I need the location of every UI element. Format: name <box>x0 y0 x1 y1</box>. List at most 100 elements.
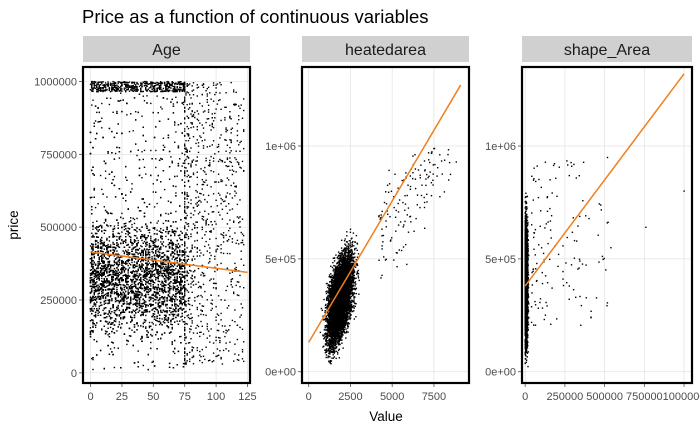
scatter-point <box>155 249 157 252</box>
scatter-point <box>157 270 159 272</box>
scatter-point <box>113 320 116 322</box>
scatter-point <box>138 247 141 250</box>
scatter-point <box>112 249 114 251</box>
scatter-point <box>96 308 98 310</box>
scatter-point <box>165 270 167 272</box>
scatter-point <box>125 273 127 276</box>
scatter-point <box>96 271 98 274</box>
scatter-point <box>182 275 185 277</box>
scatter-point <box>107 302 109 305</box>
scatter-point <box>108 336 111 338</box>
scatter-point <box>146 334 148 336</box>
scatter-point <box>168 292 171 294</box>
scatter-point <box>151 250 153 253</box>
scatter-point <box>170 272 172 274</box>
scatter-point <box>147 331 149 334</box>
scatter-point <box>182 250 185 252</box>
scatter-point <box>157 273 159 275</box>
scatter-point <box>141 283 143 285</box>
scatter-point <box>135 270 137 272</box>
scatter-point <box>97 261 99 263</box>
scatter-point <box>132 243 134 245</box>
scatter-point <box>133 218 136 221</box>
scatter-point <box>150 305 152 307</box>
scatter-point <box>166 267 168 270</box>
scatter-point <box>147 249 149 251</box>
scatter-point <box>126 301 128 303</box>
scatter-point <box>108 260 111 263</box>
scatter-point <box>116 250 118 252</box>
scatter-point <box>122 268 124 271</box>
scatter-point <box>160 337 162 340</box>
scatter-point <box>170 285 172 288</box>
scatter-point <box>118 258 121 261</box>
scatter-point <box>146 266 148 268</box>
scatter-point <box>142 250 144 252</box>
scatter-point <box>98 311 100 313</box>
scatter-point <box>89 333 92 336</box>
scatter-point <box>91 319 93 321</box>
scatter-point <box>98 297 100 300</box>
scatter-point <box>158 317 161 320</box>
scatter-point <box>121 311 123 313</box>
scatter-point <box>165 275 167 278</box>
scatter-point <box>179 282 181 284</box>
scatter-point <box>163 274 166 276</box>
scatter-point <box>104 286 107 288</box>
scatter-point <box>91 297 93 300</box>
scatter-point <box>181 250 183 252</box>
scatter-point <box>122 310 124 312</box>
scatter-point <box>138 310 141 312</box>
scatter-point <box>114 269 117 272</box>
scatter-point <box>143 270 146 273</box>
scatter-point <box>145 259 147 262</box>
scatter-point <box>147 270 149 273</box>
scatter-point <box>175 185 177 188</box>
scatter-point <box>131 248 133 250</box>
scatter-point <box>101 272 103 274</box>
scatter-point <box>111 171 113 173</box>
scatter-point <box>151 248 153 251</box>
scatter-point <box>146 262 148 264</box>
scatter-point <box>160 235 162 237</box>
scatter-point <box>133 241 136 243</box>
scatter-point <box>161 275 163 277</box>
scatter-point <box>166 311 168 314</box>
scatter-point <box>132 217 134 220</box>
scatter-point <box>89 196 92 199</box>
scatter-point <box>108 281 111 284</box>
scatter-point <box>145 293 147 296</box>
scatter-point <box>176 227 178 230</box>
scatter-point <box>148 303 151 305</box>
scatter-point <box>91 285 93 287</box>
scatter-point <box>138 159 141 161</box>
scatter-point <box>171 246 173 249</box>
scatter-point <box>102 274 104 276</box>
scatter-point <box>104 293 107 296</box>
scatter-point <box>102 309 104 312</box>
scatter-point <box>160 213 162 216</box>
scatter-point <box>126 278 128 280</box>
scatter-point <box>155 307 157 309</box>
scatter-point <box>167 264 170 266</box>
scatter-point <box>157 312 159 314</box>
scatter-point <box>158 251 161 254</box>
scatter-point <box>136 251 138 254</box>
scatter-point <box>155 238 157 240</box>
scatter-point <box>177 272 180 274</box>
scatter-point <box>123 271 126 273</box>
scatter-point <box>137 294 139 297</box>
scatter-point <box>112 328 114 330</box>
scatter-point <box>151 271 153 273</box>
scatter-point <box>106 237 108 240</box>
scatter-point <box>93 275 95 278</box>
scatter-point <box>151 309 153 311</box>
scatter-point <box>125 290 127 293</box>
scatter-point <box>104 264 107 266</box>
scatter-point <box>155 267 157 269</box>
scatter-point <box>133 234 136 237</box>
scatter-point <box>156 289 158 291</box>
scatter-point <box>104 266 107 268</box>
scatter-point <box>150 276 152 279</box>
scatter-point <box>167 258 170 261</box>
